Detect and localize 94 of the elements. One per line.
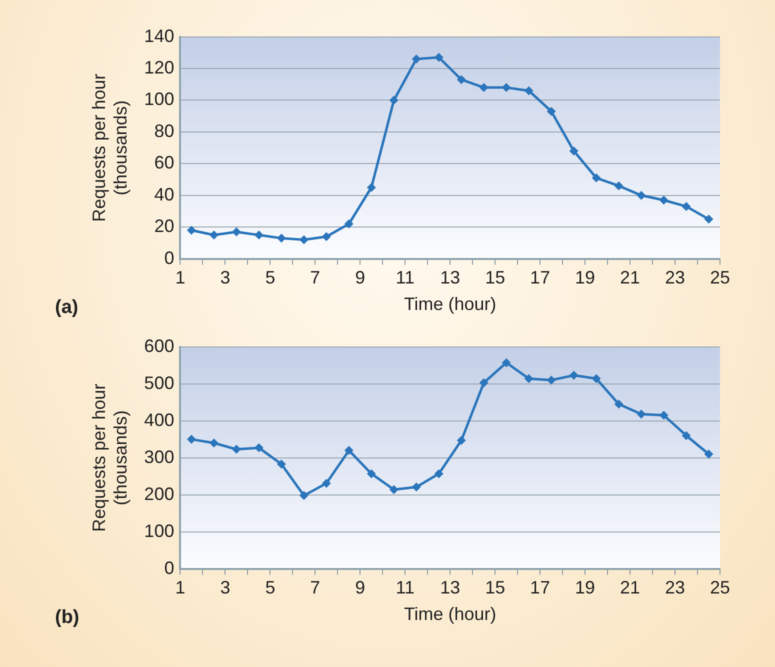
point bbox=[276, 234, 286, 243]
y-tick-label: 100 bbox=[144, 89, 174, 110]
point bbox=[524, 374, 534, 384]
x-tick-label: 1 bbox=[175, 578, 186, 598]
point bbox=[614, 400, 624, 409]
point bbox=[592, 374, 601, 384]
point bbox=[366, 469, 376, 478]
x-axis-title: Time (hour) bbox=[404, 294, 496, 314]
y-tick-label: 0 bbox=[164, 248, 174, 268]
x-tick-label: 19 bbox=[575, 268, 596, 288]
x-tick-label: 3 bbox=[220, 268, 230, 288]
y-tick-label: 140 bbox=[144, 26, 174, 46]
y-tick-label: 80 bbox=[154, 120, 174, 141]
point bbox=[456, 436, 466, 445]
point bbox=[659, 196, 668, 205]
point bbox=[254, 230, 264, 240]
point bbox=[682, 202, 691, 211]
x-tick-label: 17 bbox=[530, 578, 550, 598]
y-tick-label: 200 bbox=[144, 484, 174, 504]
point bbox=[344, 446, 354, 455]
point bbox=[322, 478, 331, 488]
point bbox=[592, 173, 601, 182]
point bbox=[704, 214, 714, 224]
x-tick-label: 23 bbox=[665, 578, 686, 598]
point bbox=[636, 190, 646, 200]
x-axis-title: Time (hour) bbox=[404, 604, 496, 624]
point bbox=[614, 181, 624, 190]
point bbox=[276, 460, 286, 469]
x-tick-label: 9 bbox=[355, 268, 366, 288]
point bbox=[479, 378, 488, 388]
y-tick-label: 400 bbox=[144, 410, 174, 430]
x-tick-label: 21 bbox=[620, 268, 640, 288]
point bbox=[546, 106, 556, 116]
y-tick-label: 100 bbox=[144, 520, 174, 541]
point bbox=[704, 450, 714, 459]
text: (a) bbox=[55, 297, 78, 319]
x-tick-label: 17 bbox=[530, 268, 550, 288]
x-tick-label: 25 bbox=[710, 578, 730, 598]
point bbox=[412, 54, 421, 64]
point bbox=[546, 376, 556, 385]
point bbox=[659, 410, 668, 420]
x-tick-label: 23 bbox=[665, 268, 686, 288]
x-tick-label: 15 bbox=[485, 578, 506, 598]
x-tick-label: 5 bbox=[265, 578, 276, 598]
y-axis-title: Requests per hour (thousands) bbox=[88, 74, 130, 222]
point bbox=[232, 444, 241, 454]
y-tick-label: 120 bbox=[144, 57, 174, 78]
point bbox=[434, 52, 444, 62]
x-tick-label: 11 bbox=[396, 578, 414, 598]
point bbox=[434, 469, 444, 478]
point bbox=[502, 358, 511, 368]
y-tick-label: 300 bbox=[144, 446, 174, 467]
x-tick-label: 5 bbox=[265, 268, 276, 288]
x-tick-label: 1 bbox=[175, 268, 186, 288]
y-tick-label: 40 bbox=[154, 184, 174, 204]
x-tick-label: 7 bbox=[310, 268, 320, 288]
point bbox=[389, 96, 398, 105]
x-tick-label: 13 bbox=[440, 578, 460, 598]
x-tick-label: 9 bbox=[355, 578, 366, 598]
text: (b) bbox=[55, 607, 80, 629]
x-tick-label: 19 bbox=[575, 578, 596, 598]
point bbox=[344, 219, 354, 228]
point bbox=[209, 230, 218, 240]
x-tick-label: 3 bbox=[220, 578, 230, 598]
x-tick-label: 25 bbox=[710, 268, 730, 288]
point bbox=[366, 182, 376, 192]
point bbox=[209, 438, 218, 448]
point bbox=[299, 491, 308, 500]
point bbox=[682, 431, 691, 440]
y-axis-title: Requests per hour (thousands) bbox=[88, 384, 130, 532]
point bbox=[636, 410, 646, 419]
point bbox=[322, 232, 331, 242]
point bbox=[456, 75, 466, 84]
point bbox=[569, 146, 578, 156]
x-tick-label: 13 bbox=[440, 268, 460, 288]
point bbox=[524, 86, 534, 96]
y-tick-label: 500 bbox=[144, 372, 174, 393]
point bbox=[569, 370, 578, 380]
point bbox=[389, 485, 398, 494]
point bbox=[479, 83, 488, 92]
y-tick-label: 600 bbox=[144, 336, 174, 356]
y-tick-label: 0 bbox=[164, 558, 174, 578]
point bbox=[254, 443, 264, 452]
x-tick-label: 21 bbox=[620, 578, 640, 598]
y-tick-label: 20 bbox=[154, 216, 174, 236]
y-tick-label: 60 bbox=[154, 152, 174, 173]
point bbox=[412, 482, 421, 492]
point bbox=[186, 434, 196, 444]
point bbox=[232, 227, 241, 236]
point bbox=[186, 226, 196, 235]
x-tick-label: 7 bbox=[310, 578, 320, 598]
point bbox=[299, 235, 308, 244]
x-tick-label: 15 bbox=[485, 268, 506, 288]
x-tick-label: 11 bbox=[396, 268, 414, 288]
